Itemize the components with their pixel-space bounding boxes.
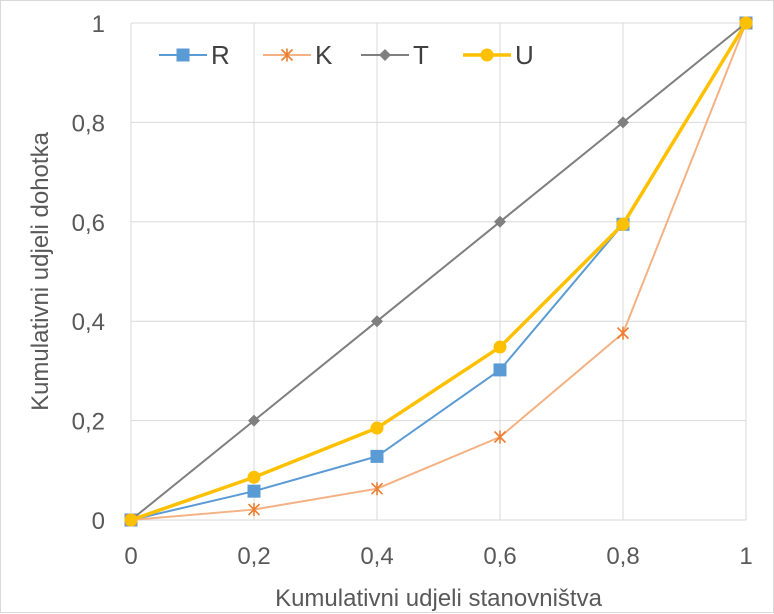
data-point xyxy=(493,430,507,444)
x-tick-label: 1 xyxy=(739,543,752,570)
data-point xyxy=(616,217,630,231)
data-point xyxy=(124,513,138,527)
data-point xyxy=(616,326,630,340)
data-point xyxy=(617,116,629,129)
data-point xyxy=(493,340,507,354)
legend-marker xyxy=(480,48,494,62)
data-point xyxy=(493,363,507,377)
y-tick-label: 1 xyxy=(92,11,105,38)
legend-label: K xyxy=(315,40,333,70)
y-tick-label: 0,2 xyxy=(72,409,105,436)
series-line xyxy=(130,22,747,521)
legend-marker xyxy=(379,49,391,61)
data-point xyxy=(247,484,261,498)
legend-item-k: K xyxy=(263,40,333,70)
legend-label: R xyxy=(211,40,230,70)
legend-item-u: U xyxy=(463,40,534,70)
data-point xyxy=(739,16,753,30)
legend-label: T xyxy=(413,40,429,70)
legend-marker xyxy=(280,48,294,62)
data-point xyxy=(370,421,384,435)
data-point xyxy=(370,482,384,496)
x-tick-label: 0,2 xyxy=(237,543,270,570)
x-tick-label: 0,6 xyxy=(483,543,516,570)
data-point xyxy=(494,215,506,228)
legend-item-r: R xyxy=(159,40,230,70)
y-axis-title: Kumulativni udjeli dohotka xyxy=(27,131,54,410)
data-point xyxy=(370,449,384,463)
series-line xyxy=(130,22,748,522)
data-point xyxy=(247,503,261,517)
x-tick-label: 0,4 xyxy=(360,543,393,570)
y-tick-label: 0 xyxy=(92,508,105,535)
data-point xyxy=(248,414,260,427)
x-axis-title: Kumulativni udjeli stanovništva xyxy=(275,585,602,612)
x-tick-label: 0 xyxy=(124,543,137,570)
series-u xyxy=(124,16,753,527)
data-point xyxy=(247,470,261,484)
series-t xyxy=(125,17,752,526)
y-tick-label: 0,6 xyxy=(72,210,105,237)
series-line xyxy=(130,22,747,521)
y-tick-label: 0,8 xyxy=(72,110,105,137)
x-tick-label: 0,8 xyxy=(606,543,639,570)
legend-marker xyxy=(176,48,190,62)
y-tick-label: 0,4 xyxy=(72,309,105,336)
data-point xyxy=(371,315,383,328)
legend-label: U xyxy=(515,40,534,70)
legend-item-t: T xyxy=(361,40,429,70)
